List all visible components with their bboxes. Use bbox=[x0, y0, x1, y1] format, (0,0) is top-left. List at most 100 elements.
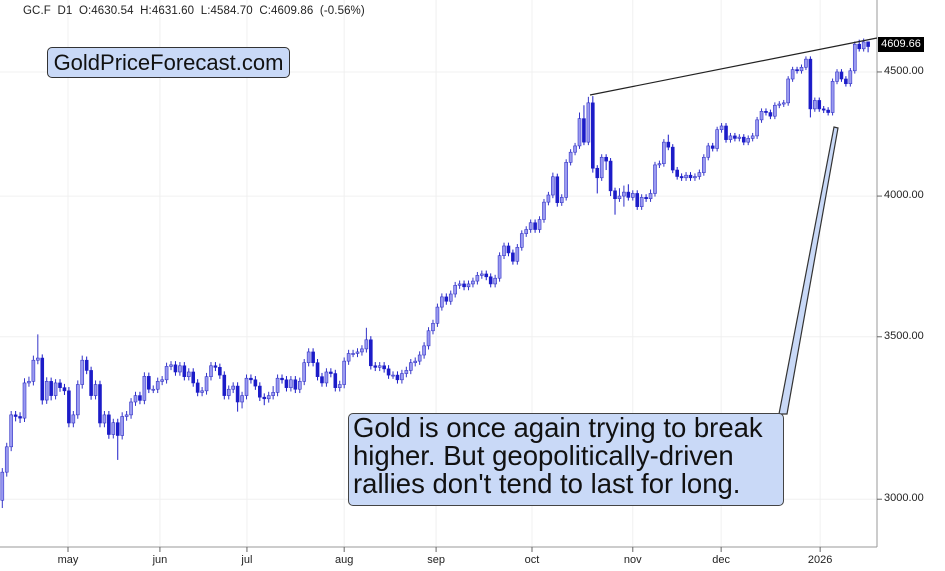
candle-down bbox=[817, 97, 822, 112]
candle-body bbox=[400, 373, 404, 381]
candle-up bbox=[178, 362, 182, 376]
candle-body bbox=[266, 395, 271, 400]
candle-body bbox=[311, 351, 315, 363]
candle-up bbox=[693, 173, 697, 181]
candles bbox=[0, 38, 870, 509]
candle-up bbox=[573, 142, 577, 156]
candle-up bbox=[773, 102, 777, 120]
candle-up bbox=[31, 355, 36, 386]
candle-body bbox=[426, 330, 431, 347]
candle-up bbox=[848, 67, 853, 87]
candle-up bbox=[564, 159, 568, 201]
candle-up bbox=[275, 374, 280, 397]
candle-body bbox=[36, 357, 40, 361]
candle-up bbox=[355, 348, 360, 358]
candle-up bbox=[684, 172, 688, 181]
candle-body bbox=[93, 384, 98, 396]
candle-up bbox=[657, 160, 662, 168]
candle-body bbox=[528, 222, 533, 230]
candle-body bbox=[866, 41, 870, 47]
candle-body bbox=[599, 156, 604, 179]
candle-body bbox=[675, 169, 679, 177]
candle-up bbox=[4, 442, 9, 477]
candle-body bbox=[493, 277, 497, 285]
candle-body bbox=[639, 197, 644, 207]
candle-body bbox=[710, 145, 715, 149]
candle-body bbox=[786, 78, 790, 104]
candle-body bbox=[58, 382, 62, 388]
candle-body bbox=[293, 379, 298, 390]
candle-down bbox=[191, 368, 196, 387]
candle-up bbox=[497, 252, 502, 282]
candle-body bbox=[262, 396, 267, 400]
candle-body bbox=[417, 354, 422, 362]
candle-up bbox=[266, 391, 271, 403]
candle-body bbox=[670, 146, 675, 171]
candle-body bbox=[746, 138, 751, 143]
candle-down bbox=[764, 108, 768, 116]
candle-body bbox=[768, 112, 773, 117]
candle-body bbox=[737, 136, 742, 139]
candle-body bbox=[302, 362, 307, 382]
candle-body bbox=[608, 160, 613, 192]
candle-down bbox=[591, 96, 595, 173]
candle-up bbox=[559, 194, 564, 206]
candle-up bbox=[337, 380, 342, 392]
candle-body bbox=[821, 108, 826, 111]
candle-up bbox=[524, 226, 529, 237]
candle-body bbox=[622, 191, 626, 197]
candle-body bbox=[773, 104, 777, 117]
candle-up bbox=[502, 242, 506, 260]
candle-up bbox=[471, 277, 475, 288]
candle-up bbox=[186, 368, 191, 381]
candle-up bbox=[71, 410, 76, 428]
candle-down bbox=[213, 362, 218, 372]
candle-down bbox=[311, 348, 315, 367]
candle-up bbox=[706, 142, 711, 161]
candle-up bbox=[648, 189, 653, 202]
candle-body bbox=[662, 141, 666, 164]
candle-down bbox=[115, 418, 120, 460]
y-tick-label: 4500.00 bbox=[884, 64, 924, 77]
candle-body bbox=[502, 245, 506, 256]
candle-down bbox=[329, 368, 333, 378]
candle-body bbox=[777, 103, 782, 106]
candle-body bbox=[630, 193, 635, 198]
axis-ticks bbox=[67, 71, 882, 552]
candle-up bbox=[413, 357, 418, 367]
candle-down bbox=[280, 374, 284, 384]
candle-up bbox=[453, 281, 457, 298]
y-tick-label: 3500.00 bbox=[884, 329, 924, 342]
candle-body bbox=[124, 414, 129, 417]
candle-up bbox=[244, 374, 249, 400]
candle-body bbox=[466, 283, 471, 288]
candle-body bbox=[813, 100, 817, 110]
candle-body bbox=[102, 414, 107, 424]
candle-up bbox=[391, 371, 395, 379]
x-tick-label: sep bbox=[427, 554, 445, 566]
candle-body bbox=[275, 377, 280, 393]
candle-body bbox=[391, 374, 395, 377]
candle-body bbox=[586, 102, 591, 143]
candle-body bbox=[595, 167, 600, 179]
candle-up bbox=[226, 385, 231, 400]
candle-up bbox=[324, 368, 329, 387]
candle-down bbox=[710, 142, 715, 152]
candle-body bbox=[533, 222, 537, 230]
candle-body bbox=[315, 362, 320, 377]
candle-body bbox=[444, 296, 449, 302]
candle-body bbox=[297, 381, 302, 390]
candle-up bbox=[639, 194, 644, 210]
candle-body bbox=[653, 164, 657, 194]
candle-up bbox=[653, 161, 657, 197]
candle-body bbox=[413, 360, 418, 363]
candle-body bbox=[235, 385, 240, 403]
candle-body bbox=[204, 376, 209, 392]
candle-body bbox=[240, 395, 244, 403]
candle-body bbox=[617, 195, 622, 200]
candle-body bbox=[138, 395, 142, 401]
x-tick-label: jul bbox=[241, 554, 253, 566]
candle-down bbox=[635, 190, 640, 210]
candle-body bbox=[830, 81, 835, 113]
candle-body bbox=[551, 176, 555, 196]
